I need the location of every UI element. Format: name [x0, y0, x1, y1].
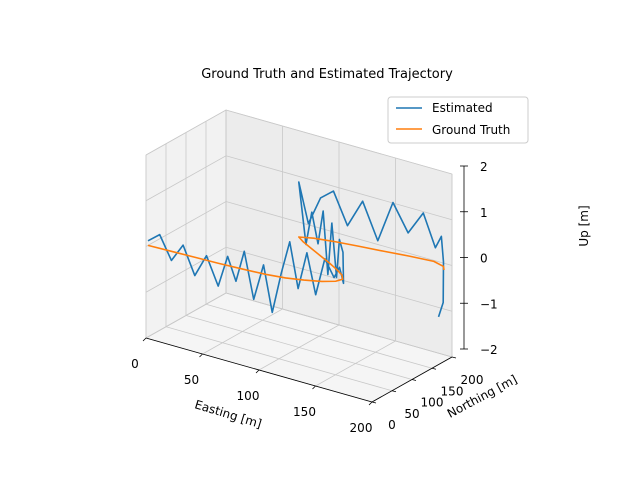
- x-tick-mark: [142, 337, 147, 342]
- y-tick-label: 150: [441, 384, 464, 398]
- grid-line-z: [145, 109, 453, 175]
- x-tick-label: 0: [131, 357, 139, 371]
- z-axis-label: Up [m]: [577, 205, 591, 246]
- y-tick-label: 0: [388, 418, 396, 432]
- x-tick-mark: [368, 401, 373, 406]
- z-tick-label: 0: [480, 252, 488, 266]
- y-tick-label: 200: [461, 373, 484, 387]
- grid-line-z: [145, 155, 453, 221]
- y-tick-mark: [451, 356, 457, 359]
- series-layer: [147, 181, 445, 318]
- x-tick-label: 100: [237, 389, 260, 403]
- chart-title: Ground Truth and Estimated Trajectory: [201, 67, 453, 82]
- series-line-ground-truth: [147, 236, 445, 283]
- x-tick-label: 50: [184, 373, 199, 387]
- y-tick-mark: [371, 401, 377, 404]
- y-tick-label: 50: [404, 407, 419, 421]
- grid-line-z: [145, 246, 453, 312]
- z-tick-label: 1: [480, 206, 488, 220]
- series-line-estimated: [147, 181, 445, 318]
- legend-frame: [387, 96, 529, 144]
- legend-label-ground-truth: Ground Truth: [432, 123, 510, 137]
- y-tick-mark: [431, 367, 437, 370]
- x-tick-mark: [312, 385, 316, 390]
- x-tick-label: 200: [350, 421, 373, 435]
- grid-line-z: [145, 292, 453, 358]
- legend: Estimated Ground Truth: [387, 96, 529, 144]
- y-tick-mark: [391, 390, 397, 393]
- z-tick-label: −2: [480, 343, 498, 357]
- grid-line-z: [145, 201, 453, 266]
- x-tick-mark: [255, 369, 260, 374]
- x-tick-label: 150: [293, 405, 316, 419]
- y-tick-label: 100: [421, 396, 444, 410]
- x-tick-mark: [199, 353, 203, 358]
- z-tick-label: −1: [480, 297, 498, 311]
- legend-label-estimated: Estimated: [432, 101, 493, 115]
- y-tick-mark: [411, 379, 417, 381]
- z-tick-label: 2: [480, 160, 488, 174]
